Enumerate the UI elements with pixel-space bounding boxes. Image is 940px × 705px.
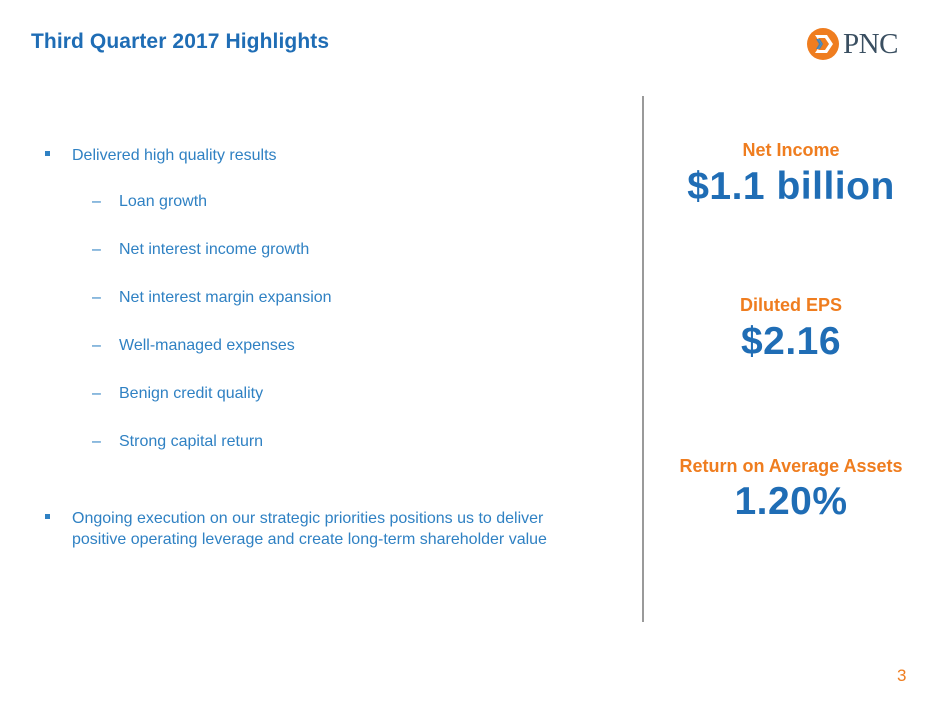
dash-bullet-icon: – <box>92 241 101 258</box>
sub-item-text: Benign credit quality <box>119 385 264 402</box>
pnc-logo-mark-icon <box>807 28 839 60</box>
bullet-text: Delivered high quality results <box>72 147 277 164</box>
metric-value-net-income: $1.1 billion <box>687 165 895 208</box>
metric-label-roaa: Return on Average Assets <box>679 456 903 476</box>
slide-title: Third Quarter 2017 Highlights <box>31 30 330 53</box>
bullet-text-line-2: positive operating leverage and create l… <box>72 531 547 548</box>
sub-item-text: Loan growth <box>119 193 208 210</box>
sub-item-text: Well-managed expenses <box>119 337 295 354</box>
dash-bullet-icon: – <box>92 433 101 450</box>
vertical-divider <box>642 96 644 622</box>
sub-item-text: Net interest income growth <box>119 241 310 258</box>
square-bullet-icon <box>45 514 50 519</box>
metric-label-diluted-eps: Diluted EPS <box>739 295 842 315</box>
dash-bullet-icon: – <box>92 289 101 306</box>
bullet-text-line-1: Ongoing execution on our strategic prior… <box>72 510 544 527</box>
square-bullet-icon <box>45 151 50 156</box>
dash-bullet-icon: – <box>92 385 101 402</box>
sub-item-text: Net interest margin expansion <box>119 289 332 306</box>
sub-item-text: Strong capital return <box>119 433 264 450</box>
metric-label-net-income: Net Income <box>742 140 840 160</box>
metric-value-diluted-eps: $2.16 <box>740 320 842 363</box>
dash-bullet-icon: – <box>92 337 101 354</box>
pnc-logo: PNC <box>806 26 898 62</box>
pnc-logo-text: PNC <box>843 28 898 60</box>
page-number: 3 <box>897 666 907 685</box>
metric-value-roaa: 1.20% <box>734 480 848 523</box>
dash-bullet-icon: – <box>92 193 101 210</box>
